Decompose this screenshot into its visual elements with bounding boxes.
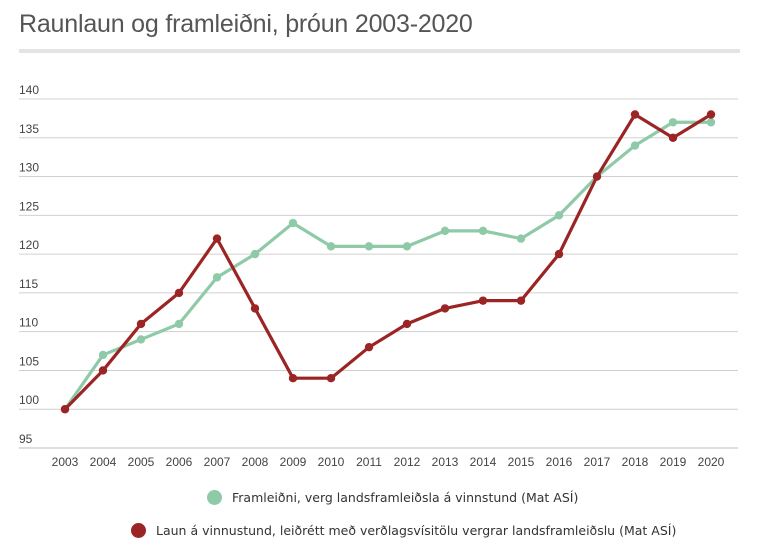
x-tick-label-2005: 2005: [128, 455, 155, 469]
data-point-s0-2011: [364, 242, 374, 251]
data-point-s0-2015: [516, 234, 526, 243]
legend-label-productivity: Framleiðni, verg landsframleiðsla á vinn…: [232, 490, 579, 505]
data-point-s0-2012: [402, 242, 412, 251]
data-point-s0-2010: [326, 242, 336, 251]
y-tick-label-130: 130: [19, 161, 39, 175]
data-point-s1-2011: [364, 342, 374, 352]
x-tick-label-2019: 2019: [660, 455, 687, 469]
series-line-1: [63, 112, 713, 411]
data-point-s1-2018: [630, 110, 640, 119]
data-point-s0-2020: [706, 118, 716, 127]
x-tick-label-2013: 2013: [432, 455, 459, 469]
legend-item-wages: Laun á vinnustund, leiðrétt með verðlags…: [131, 523, 676, 538]
x-tick-label-2015: 2015: [508, 455, 535, 469]
legend-marker-productivity: [207, 490, 222, 505]
x-tick-label-2017: 2017: [584, 455, 611, 469]
x-tick-label-2016: 2016: [546, 455, 573, 469]
x-tick-label-2020: 2020: [698, 455, 725, 469]
x-tick-label-2011: 2011: [356, 455, 382, 469]
y-tick-label-100: 100: [19, 393, 39, 407]
data-point-s0-2013: [440, 226, 450, 236]
data-point-s1-2013: [440, 304, 450, 313]
data-point-s0-2004: [98, 350, 108, 360]
data-point-s0-2005: [136, 335, 146, 344]
data-point-s0-2019: [668, 118, 678, 127]
data-point-s1-2003: [60, 405, 70, 414]
x-tick-label-2018: 2018: [622, 455, 649, 469]
y-tick-label-105: 105: [19, 354, 39, 368]
x-tick-label-2014: 2014: [470, 455, 497, 469]
y-tick-label-120: 120: [19, 238, 39, 252]
y-tick-label-115: 115: [19, 277, 38, 291]
data-point-s1-2019: [668, 133, 678, 142]
data-point-s1-2008: [250, 304, 260, 313]
x-tick-label-2007: 2007: [204, 455, 231, 469]
y-tick-label-110: 110: [19, 316, 38, 330]
series-line-0: [63, 120, 713, 411]
x-tick-label-2009: 2009: [280, 455, 307, 469]
data-point-s1-2015: [516, 296, 526, 305]
y-tick-label-140: 140: [19, 83, 39, 97]
data-point-s1-2007: [212, 234, 222, 243]
x-tick-label-2012: 2012: [394, 455, 421, 469]
data-point-s1-2010: [326, 374, 336, 383]
chart-title: Raunlaun og framleiðni, þróun 2003-2020: [19, 10, 473, 38]
title-divider: [19, 49, 740, 53]
data-point-s0-2009: [288, 218, 298, 228]
x-tick-label-2003: 2003: [52, 455, 79, 469]
data-point-s1-2016: [554, 249, 564, 259]
data-point-s1-2017: [592, 172, 602, 181]
data-point-s1-2020: [706, 110, 716, 119]
data-point-s0-2014: [478, 226, 488, 236]
y-tick-label-125: 125: [19, 199, 39, 213]
x-tick-label-2006: 2006: [166, 455, 193, 469]
data-point-s1-2004: [98, 366, 108, 375]
x-tick-label-2010: 2010: [318, 455, 345, 469]
legend-marker-wages: [131, 523, 146, 538]
data-point-s0-2007: [212, 273, 222, 282]
data-point-s1-2014: [478, 296, 488, 305]
legend-item-productivity: Framleiðni, verg landsframleiðsla á vinn…: [207, 490, 578, 505]
legend-label-wages: Laun á vinnustund, leiðrétt með verðlags…: [156, 523, 677, 538]
x-tick-label-2004: 2004: [90, 455, 117, 469]
data-point-s1-2012: [402, 319, 412, 329]
data-point-s1-2006: [174, 288, 184, 298]
data-point-s0-2016: [554, 211, 564, 220]
data-point-s1-2005: [136, 319, 146, 329]
x-tick-label-2008: 2008: [242, 455, 269, 469]
data-point-s0-2008: [250, 249, 260, 259]
y-tick-label-135: 135: [19, 122, 39, 136]
data-point-s1-2009: [288, 374, 298, 383]
data-point-s0-2018: [630, 141, 640, 150]
data-point-s0-2006: [174, 319, 184, 329]
y-tick-label-95: 95: [19, 432, 33, 446]
